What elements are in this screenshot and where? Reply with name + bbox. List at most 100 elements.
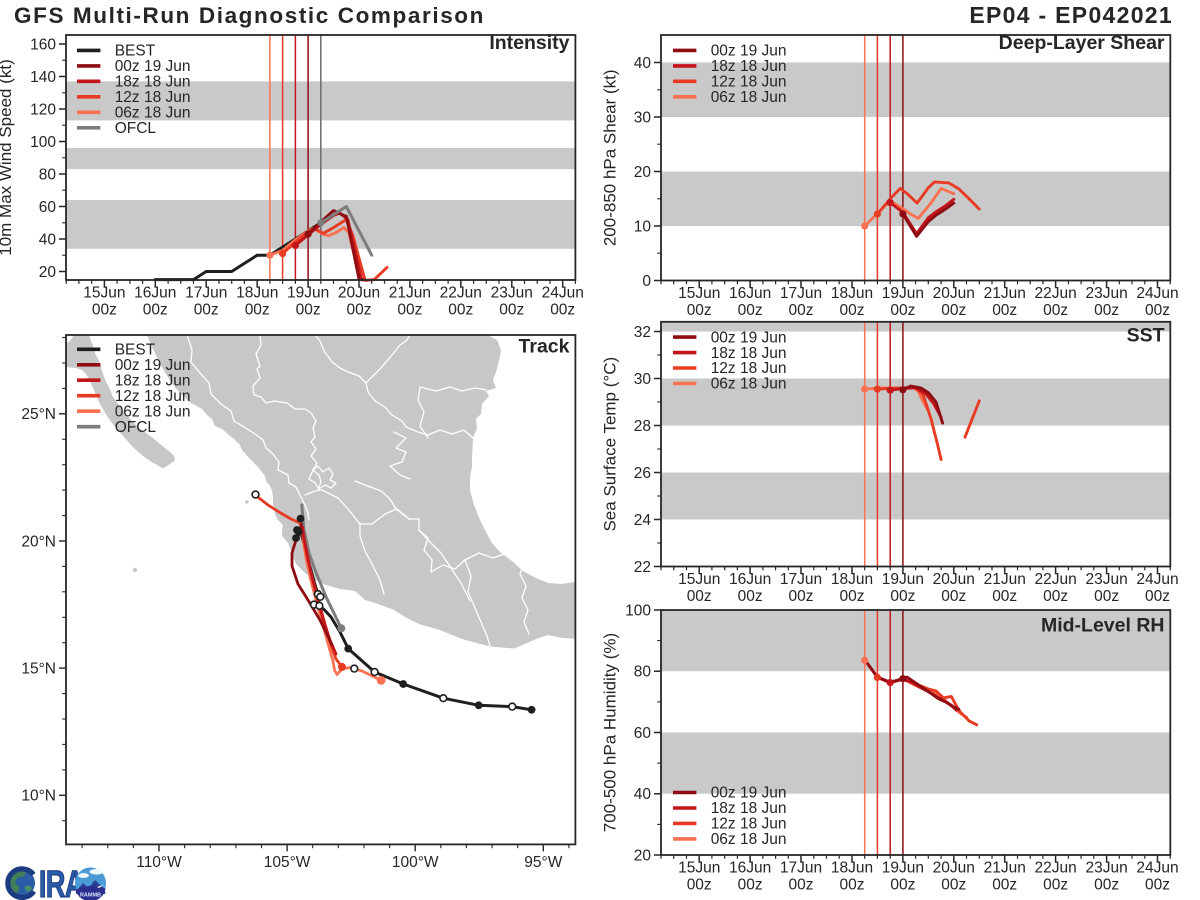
svg-text:OFCL: OFCL <box>115 419 157 436</box>
svg-text:21Jun: 21Jun <box>984 571 1026 588</box>
svg-text:10°N: 10°N <box>21 788 56 805</box>
svg-text:80: 80 <box>634 664 652 681</box>
svg-text:18z 18 Jun: 18z 18 Jun <box>711 345 787 362</box>
svg-text:00z: 00z <box>1043 877 1068 894</box>
svg-text:10m Max Wind Speed (kt): 10m Max Wind Speed (kt) <box>0 59 15 256</box>
svg-text:BEST: BEST <box>115 43 156 60</box>
svg-text:20Jun: 20Jun <box>933 571 975 588</box>
svg-text:06z 18 Jun: 06z 18 Jun <box>115 403 191 420</box>
svg-text:00z: 00z <box>941 877 966 894</box>
svg-text:18Jun: 18Jun <box>236 285 278 302</box>
svg-text:40: 40 <box>634 55 652 72</box>
svg-text:22Jun: 22Jun <box>1034 571 1076 588</box>
svg-text:00z: 00z <box>499 302 524 319</box>
svg-text:00z: 00z <box>840 588 865 605</box>
svg-text:21Jun: 21Jun <box>389 285 431 302</box>
svg-text:00z: 00z <box>687 877 712 894</box>
svg-text:24Jun: 24Jun <box>1136 285 1178 302</box>
svg-text:22Jun: 22Jun <box>1034 285 1076 302</box>
svg-text:Intensity: Intensity <box>489 32 569 54</box>
svg-text:120: 120 <box>30 101 56 118</box>
svg-text:20Jun: 20Jun <box>933 860 975 877</box>
svg-text:80: 80 <box>39 166 57 183</box>
svg-text:140: 140 <box>30 69 56 86</box>
svg-text:00z: 00z <box>1043 588 1068 605</box>
svg-text:10: 10 <box>634 218 652 235</box>
svg-text:Sea Surface Temp (°C): Sea Surface Temp (°C) <box>601 357 620 532</box>
svg-text:00z: 00z <box>397 302 422 319</box>
svg-text:22Jun: 22Jun <box>440 285 482 302</box>
svg-text:20Jun: 20Jun <box>933 285 975 302</box>
svg-text:00z: 00z <box>992 588 1017 605</box>
svg-text:16Jun: 16Jun <box>729 285 771 302</box>
svg-text:00z: 00z <box>1094 877 1119 894</box>
svg-text:00z: 00z <box>789 877 814 894</box>
svg-text:00z 19 Jun: 00z 19 Jun <box>115 58 191 75</box>
svg-text:00z: 00z <box>687 588 712 605</box>
svg-text:20: 20 <box>634 164 652 181</box>
svg-text:00z: 00z <box>890 302 915 319</box>
svg-text:18z 18 Jun: 18z 18 Jun <box>711 58 787 75</box>
svg-text:40: 40 <box>39 231 57 248</box>
svg-text:20°N: 20°N <box>21 533 56 550</box>
svg-text:19Jun: 19Jun <box>882 571 924 588</box>
svg-text:12z 18 Jun: 12z 18 Jun <box>115 89 191 106</box>
svg-text:00z: 00z <box>1094 588 1119 605</box>
svg-text:23Jun: 23Jun <box>1085 285 1127 302</box>
svg-text:100: 100 <box>625 602 651 619</box>
svg-text:12z 18 Jun: 12z 18 Jun <box>115 388 191 405</box>
svg-text:00z: 00z <box>1145 302 1170 319</box>
svg-text:00z 19 Jun: 00z 19 Jun <box>115 357 191 374</box>
svg-text:18z 18 Jun: 18z 18 Jun <box>115 372 191 389</box>
svg-text:100°W: 100°W <box>392 854 439 871</box>
svg-text:100: 100 <box>30 134 56 151</box>
svg-text:00z: 00z <box>1145 877 1170 894</box>
svg-text:16Jun: 16Jun <box>729 860 771 877</box>
svg-text:40: 40 <box>634 786 652 803</box>
svg-text:00z: 00z <box>941 588 966 605</box>
svg-text:19Jun: 19Jun <box>287 285 329 302</box>
svg-text:00z: 00z <box>941 302 966 319</box>
svg-text:06z 18 Jun: 06z 18 Jun <box>711 89 787 106</box>
svg-text:700-500 hPa Humidity (%): 700-500 hPa Humidity (%) <box>601 633 620 832</box>
svg-text:60: 60 <box>634 725 652 742</box>
svg-text:25°N: 25°N <box>21 406 56 423</box>
svg-text:00z: 00z <box>738 877 763 894</box>
svg-text:00z: 00z <box>738 588 763 605</box>
svg-text:24Jun: 24Jun <box>1136 860 1178 877</box>
svg-text:00z 19 Jun: 00z 19 Jun <box>711 43 787 60</box>
svg-text:19Jun: 19Jun <box>882 285 924 302</box>
svg-text:24Jun: 24Jun <box>1136 571 1178 588</box>
svg-text:SST: SST <box>1127 325 1165 347</box>
svg-text:00z: 00z <box>789 302 814 319</box>
svg-text:17Jun: 17Jun <box>780 860 822 877</box>
svg-text:00z 19 Jun: 00z 19 Jun <box>711 785 787 802</box>
svg-text:06z 18 Jun: 06z 18 Jun <box>711 831 787 848</box>
svg-text:15°N: 15°N <box>21 660 56 677</box>
svg-text:OFCL: OFCL <box>115 120 157 137</box>
svg-text:00z 19 Jun: 00z 19 Jun <box>711 329 787 346</box>
svg-text:160: 160 <box>30 36 56 53</box>
svg-text:200-850 hPa Shear (kt): 200-850 hPa Shear (kt) <box>601 69 620 246</box>
svg-text:32: 32 <box>634 324 651 341</box>
svg-text:22: 22 <box>634 559 651 576</box>
svg-text:20: 20 <box>634 847 652 864</box>
svg-text:00z: 00z <box>840 877 865 894</box>
svg-text:22Jun: 22Jun <box>1034 860 1076 877</box>
svg-text:16Jun: 16Jun <box>134 285 176 302</box>
svg-text:21Jun: 21Jun <box>984 285 1026 302</box>
svg-text:16Jun: 16Jun <box>729 571 771 588</box>
svg-text:24Jun: 24Jun <box>542 285 584 302</box>
svg-text:00z: 00z <box>448 302 473 319</box>
svg-text:15Jun: 15Jun <box>678 285 720 302</box>
svg-text:26: 26 <box>634 465 651 482</box>
svg-text:12z 18 Jun: 12z 18 Jun <box>711 74 787 91</box>
svg-text:17Jun: 17Jun <box>185 285 227 302</box>
svg-text:Mid-Level RH: Mid-Level RH <box>1041 615 1165 637</box>
svg-text:00z: 00z <box>194 302 219 319</box>
svg-text:06z 18 Jun: 06z 18 Jun <box>115 105 191 122</box>
svg-text:20Jun: 20Jun <box>338 285 380 302</box>
svg-text:23Jun: 23Jun <box>1085 860 1127 877</box>
svg-text:12z 18 Jun: 12z 18 Jun <box>711 360 787 377</box>
svg-text:105°W: 105°W <box>264 854 311 871</box>
